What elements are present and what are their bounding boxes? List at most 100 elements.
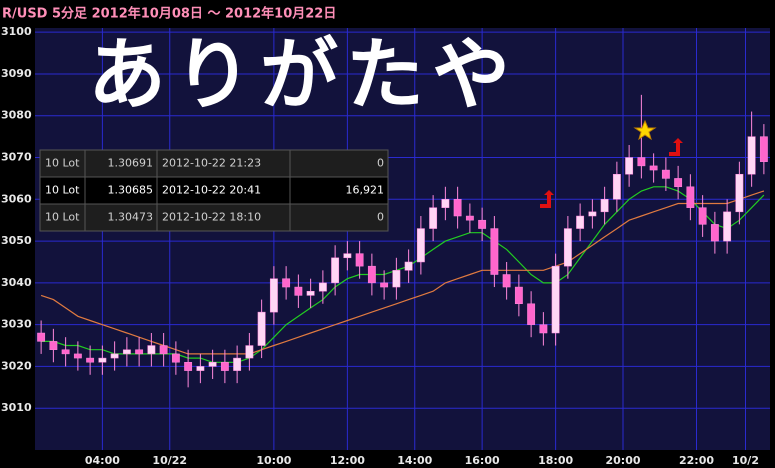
y-tick-label: 3050 xyxy=(1,234,32,247)
candle-body xyxy=(502,274,511,288)
candle-body xyxy=(220,362,229,371)
table-cell xyxy=(289,149,389,178)
x-tick-label: 14:00 xyxy=(397,454,432,467)
candle-body xyxy=(233,357,242,371)
candle-body xyxy=(453,199,462,217)
candle-body xyxy=(478,219,487,229)
candle-body xyxy=(429,207,438,229)
candle-body xyxy=(37,332,46,342)
candle-body xyxy=(208,362,217,367)
candle-body xyxy=(698,207,707,225)
candle-body xyxy=(73,353,82,359)
candle-body xyxy=(306,290,315,296)
x-tick-label: 18:00 xyxy=(538,454,573,467)
candle-body xyxy=(86,357,95,363)
candle-body xyxy=(612,173,621,200)
table-cell xyxy=(289,203,389,232)
candle-body xyxy=(404,261,413,271)
candle-body xyxy=(49,341,58,350)
table-cell-text: 10 Lot xyxy=(45,184,80,197)
candle-body xyxy=(184,362,193,371)
y-tick-label: 3030 xyxy=(1,318,32,331)
candle-body xyxy=(331,257,340,284)
candle-body xyxy=(282,278,291,288)
candle-body xyxy=(588,211,597,217)
table-cell-text: 16,921 xyxy=(346,184,385,197)
table-cell-text: 0 xyxy=(377,211,384,224)
candle-body xyxy=(98,357,107,363)
candle-body xyxy=(380,282,389,288)
table-cell xyxy=(156,176,291,205)
table-cell-text: 1.30473 xyxy=(108,211,154,224)
candle-body xyxy=(514,286,523,305)
buy-arrow xyxy=(669,138,683,156)
candle-body xyxy=(159,345,168,355)
y-tick-label: 3020 xyxy=(1,359,32,372)
plot-area xyxy=(35,28,770,450)
table-cell-text: 2012-10-22 20:41 xyxy=(162,184,261,197)
candle-body xyxy=(294,286,303,296)
x-tick-label: 22:00 xyxy=(679,454,714,467)
x-tick-label: 12:00 xyxy=(330,454,365,467)
candle-body xyxy=(269,278,278,313)
candles xyxy=(37,94,768,388)
candle-body xyxy=(637,157,646,167)
candle-body xyxy=(441,199,450,208)
candle-body xyxy=(355,253,364,267)
candle-body xyxy=(61,349,70,355)
candle-body xyxy=(135,349,144,355)
table-cell-text: 0 xyxy=(377,157,384,170)
candle-body xyxy=(392,270,401,288)
x-tick-label: 10:00 xyxy=(256,454,291,467)
x-tick-label: 10/2 xyxy=(732,454,759,467)
y-tick-label: 3010 xyxy=(1,401,32,414)
x-tick-label: 04:00 xyxy=(85,454,120,467)
y-tick-label: 3070 xyxy=(1,151,32,164)
y-tick-label: 3100 xyxy=(1,25,32,38)
table-cell-text: 1.30685 xyxy=(108,184,154,197)
table-cell-text: 10 Lot xyxy=(45,157,80,170)
table-cell-text: 2012-10-22 21:23 xyxy=(162,157,261,170)
candle-body xyxy=(759,136,768,162)
y-tick-label: 3080 xyxy=(1,109,32,122)
candle-body xyxy=(661,169,670,179)
candle-body xyxy=(723,211,732,242)
candle-body xyxy=(600,199,609,213)
table-cell xyxy=(39,203,86,232)
y-tick-label: 3060 xyxy=(1,192,32,205)
candle-body xyxy=(649,165,658,171)
candle-body xyxy=(110,353,119,359)
handwritten-annotation: ありがたや xyxy=(88,30,518,120)
candle-body xyxy=(416,228,425,263)
candle-body xyxy=(686,186,695,208)
table-cell-text: 10 Lot xyxy=(45,211,80,224)
y-tick-label: 3040 xyxy=(1,276,32,289)
table-cell xyxy=(156,203,291,232)
candle-body xyxy=(551,265,560,334)
candle-body xyxy=(527,303,536,325)
table-cell xyxy=(39,176,86,205)
table-cell xyxy=(84,149,158,178)
candle-body xyxy=(367,265,376,284)
x-tick-label: 10/22 xyxy=(152,454,187,467)
table-cell-text: 1.30691 xyxy=(108,157,154,170)
buy-arrow xyxy=(540,190,554,208)
candle-body xyxy=(465,215,474,221)
candle-body xyxy=(257,311,266,346)
candle-body xyxy=(710,224,719,242)
candle-body xyxy=(490,228,499,275)
candle-body xyxy=(245,345,254,359)
candle-body xyxy=(318,282,327,292)
table-cell xyxy=(289,176,389,205)
chart-title: R/USD 5分足 2012年10月08日 ～ 2012年10月22日 xyxy=(2,6,336,22)
candle-body xyxy=(735,173,744,213)
candle-body xyxy=(747,136,756,175)
candle-body xyxy=(576,215,585,229)
candle-body xyxy=(171,353,180,363)
candle-body xyxy=(147,345,156,355)
candle-body xyxy=(196,366,205,371)
table-cell xyxy=(84,203,158,232)
y-tick-label: 3090 xyxy=(1,67,32,80)
